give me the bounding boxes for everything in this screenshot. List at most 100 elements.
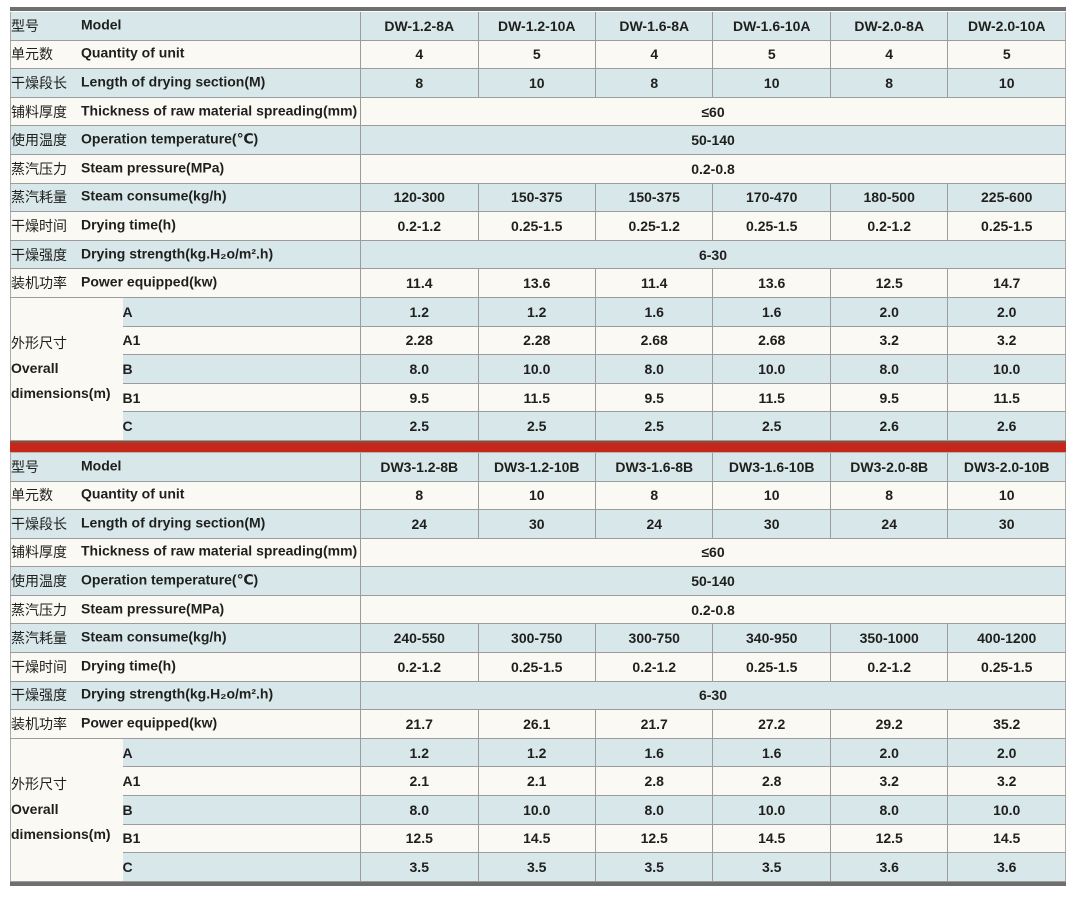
row-label-en: Thickness of raw material spreading(mm) [81, 102, 358, 119]
value-cell: 10.0 [712, 795, 831, 825]
table-row: 蒸汽耗量 Steam consume(kg/h) 240-550 300-750 300… [10, 623, 1066, 654]
row-label-en: Power equipped(kw) [81, 714, 218, 731]
dimensions-label-en2: dimensions(m) [11, 385, 111, 402]
value-cell: 12.5 [829, 824, 948, 854]
value-cell: 9.5 [594, 383, 713, 413]
row-label-en: Drying strength(kg.H₂o/m².h) [81, 686, 274, 703]
value-cell: 1.2 [360, 738, 478, 768]
value-cell: 4 [829, 40, 948, 70]
table-row: 干燥强度 Drying strength(kg.H₂o/m².h) 6-30 [10, 240, 1066, 270]
table-row: 使用温度 Operation temperature(℃) 50-140 [10, 125, 1066, 155]
value-cell: 225-600 [947, 183, 1066, 213]
value-cell: 2.0 [829, 738, 948, 768]
dimensions-label-en1: Overall [11, 801, 59, 818]
value-cell: 30 [712, 509, 831, 539]
value-cell: 9.5 [829, 383, 948, 413]
value-cell: 12.5 [829, 268, 948, 298]
model-cell: DW3-2.0-8B [829, 452, 948, 482]
value-cell: 1.2 [477, 738, 596, 768]
value-cell: 3.2 [947, 766, 1066, 797]
row-label-en: Length of drying section(M) [81, 73, 266, 90]
red-divider-bar [10, 440, 1066, 453]
row-label: 使用温度 Operation temperature(℃) [10, 125, 361, 155]
span-value-cell: 6-30 [360, 681, 1066, 711]
value-cell: 8.0 [360, 354, 478, 384]
span-value-cell: 50-140 [360, 125, 1066, 155]
table-row: 铺料厚度 Thickness of raw material spreading(… [10, 97, 1066, 127]
value-cell: 8 [829, 68, 948, 98]
table-row: 铺料厚度 Thickness of raw material spreading(… [10, 538, 1066, 568]
value-cell: 2.0 [947, 738, 1066, 768]
span-value-cell: ≤60 [360, 538, 1066, 568]
row-label: 单元数 Quantity of unit [10, 40, 361, 70]
row-label-en: Model [81, 16, 122, 33]
value-cell: 3.2 [947, 326, 1066, 356]
value-cell: 2.68 [594, 326, 713, 356]
row-label-zh: 干燥强度 [11, 687, 67, 704]
value-cell: 13.6 [712, 268, 831, 298]
value-cell: 10 [947, 481, 1066, 511]
value-cell: 3.5 [594, 852, 713, 882]
value-cell: 4 [594, 40, 713, 70]
row-label: 型号 Model [10, 452, 361, 482]
dimension-sublabel-cell: B [122, 795, 361, 825]
value-cell: 8 [360, 481, 478, 511]
value-cell: 8 [360, 68, 478, 98]
value-cell: 400-1200 [947, 623, 1066, 654]
value-cell: 2.1 [477, 766, 596, 797]
value-cell: 8.0 [829, 354, 948, 384]
value-cell: 0.2-1.2 [360, 652, 478, 682]
row-label: 干燥强度 Drying strength(kg.H₂o/m².h) [10, 240, 361, 270]
value-cell: 24 [829, 509, 948, 539]
table-row: 型号 Model DW3-1.2-8B DW3-1.2-10B DW3-1.6-8B DW… [10, 452, 1066, 482]
value-cell: 11.5 [947, 383, 1066, 413]
row-label-zh: 干燥段长 [11, 515, 67, 532]
value-cell: 0.25-1.2 [594, 211, 713, 241]
dimensions-label-zh: 外形尺寸 [11, 335, 67, 352]
row-label-zh: 使用温度 [11, 573, 67, 590]
value-cell: 0.2-1.2 [829, 652, 948, 682]
model-cell: DW3-2.0-10B [947, 452, 1066, 482]
value-cell: 240-550 [360, 623, 478, 654]
table-row: 干燥段长 Length of drying section(M) 8 10 8 10 8 10 [10, 68, 1066, 98]
row-label-zh: 蒸汽压力 [11, 160, 67, 177]
row-label: 蒸汽耗量 Steam consume(kg/h) [10, 183, 361, 213]
row-label-zh: 型号 [11, 458, 39, 475]
value-cell: 2.0 [829, 297, 948, 327]
row-label-en: Quantity of unit [81, 486, 185, 502]
model-cell: DW-1.6-10A [712, 12, 831, 41]
value-cell: 2.0 [947, 297, 1066, 327]
value-cell: 3.5 [360, 852, 478, 882]
value-cell: 3.5 [712, 852, 831, 882]
row-label-en: Thickness of raw material spreading(mm) [81, 543, 358, 560]
value-cell: 29.2 [829, 709, 948, 739]
value-cell: 0.25-1.5 [477, 652, 596, 682]
value-cell: 2.28 [477, 326, 596, 356]
dimension-row: B 8.0 10.0 8.0 10.0 8.0 10.0 [11, 354, 1066, 384]
value-cell: 0.2-1.2 [360, 211, 478, 241]
value-cell: 3.6 [829, 852, 948, 882]
value-cell: 0.25-1.5 [477, 211, 596, 241]
table-row: 单元数 Quantity of unit 4 5 4 5 4 5 [10, 40, 1066, 70]
row-label: 型号 Model [10, 12, 361, 41]
row-label: 干燥强度 Drying strength(kg.H₂o/m².h) [10, 681, 361, 711]
row-label-zh: 装机功率 [11, 275, 67, 292]
value-cell: 150-375 [594, 183, 713, 213]
value-cell: 30 [477, 509, 596, 539]
value-cell: 8.0 [594, 795, 713, 825]
dimension-row: A1 2.28 2.28 2.68 2.68 3.2 3.2 [11, 326, 1066, 356]
value-cell: 14.5 [477, 824, 596, 854]
value-cell: 1.6 [712, 738, 831, 768]
row-label: 蒸汽耗量 Steam consume(kg/h) [10, 623, 361, 654]
value-cell: 0.25-1.5 [947, 211, 1066, 241]
value-cell: 340-950 [712, 623, 831, 654]
dimension-row: C 2.5 2.5 2.5 2.5 2.6 2.6 [11, 411, 1066, 441]
model-cell: DW-2.0-10A [947, 12, 1066, 41]
dimension-row: A1 2.1 2.1 2.8 2.8 3.2 3.2 [11, 766, 1066, 797]
row-label-zh: 干燥时间 [11, 658, 67, 675]
row-label-en: Drying time(h) [81, 216, 176, 233]
model-cell: DW3-1.6-8B [594, 452, 713, 482]
value-cell: 5 [712, 40, 831, 70]
dimension-sublabel-cell: C [122, 411, 361, 441]
row-label-zh: 铺料厚度 [11, 103, 67, 120]
